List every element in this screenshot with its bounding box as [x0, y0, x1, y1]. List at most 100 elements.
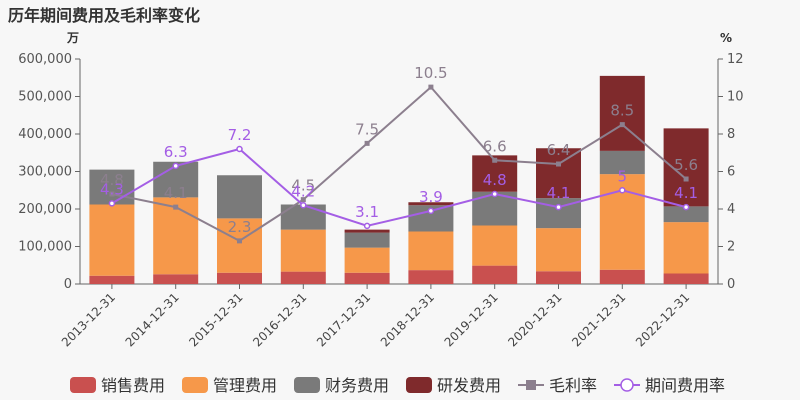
data-label: 6.4 [547, 141, 571, 159]
line-point [556, 161, 561, 167]
bar-segment [599, 269, 645, 284]
line-point [428, 84, 434, 90]
legend-label: 毛利率 [549, 376, 597, 395]
y-right-tick-label: 0 [727, 277, 735, 292]
y-right-tick-label: 4 [727, 202, 735, 217]
legend-label: 财务费用 [325, 376, 389, 395]
bar-segment [89, 169, 135, 205]
bar-segment [89, 204, 135, 276]
bar-segment [408, 231, 454, 271]
data-label: 10.5 [414, 64, 447, 82]
line-point [173, 204, 179, 210]
legend-label: 销售费用 [101, 376, 165, 395]
bar-segment [344, 247, 390, 273]
bar-segment [344, 272, 390, 284]
line-point [683, 176, 689, 182]
legend-swatch [70, 377, 96, 393]
x-tick-label: 2015-12-31 [186, 290, 245, 349]
bar-segment [217, 175, 262, 219]
line-point [619, 187, 626, 194]
bar-segment [472, 225, 518, 266]
bar-segment [153, 274, 199, 284]
x-tick-label: 2020-12-31 [505, 290, 564, 349]
legend-swatch [294, 377, 320, 393]
bar-segment [280, 271, 326, 284]
bar-segment [663, 273, 709, 284]
y-left-tick-label: 0 [64, 277, 72, 292]
data-label: 7.5 [355, 120, 379, 138]
data-label: 2.3 [228, 218, 252, 236]
bar-segment [344, 229, 390, 233]
x-tick-label: 2021-12-31 [569, 290, 628, 349]
data-label: 4.1 [547, 184, 571, 202]
y-left-tick-label: 300,000 [18, 165, 72, 180]
data-label: 4.8 [483, 171, 507, 189]
bar-segment [217, 218, 262, 273]
legend-label: 期间费用率 [645, 376, 725, 395]
line-point [555, 203, 562, 211]
series-line [111, 147, 687, 227]
data-label: 5.6 [674, 156, 698, 174]
line-point [492, 157, 498, 163]
chart-title: 历年期间费用及毛利率变化 [8, 6, 201, 25]
y-left-tick-label: 400,000 [18, 127, 72, 142]
line-point [108, 200, 116, 207]
bar-segment [217, 272, 262, 284]
line-point [237, 238, 242, 244]
line-point [363, 222, 371, 230]
bar-segment [408, 270, 454, 284]
bar-segment [153, 197, 199, 275]
legend-label: 管理费用 [213, 376, 277, 395]
x-tick-label: 2017-12-31 [314, 290, 373, 349]
legend-label: 研发费用 [437, 376, 501, 395]
line-point [427, 207, 435, 215]
data-label: 4.1 [164, 184, 188, 202]
y-right-tick-label: 2 [727, 240, 735, 255]
y-left-tick-label: 500,000 [18, 90, 72, 105]
line-point [300, 202, 307, 209]
legend-marker [620, 378, 634, 392]
x-tick-label: 2016-12-31 [250, 290, 309, 349]
data-label: 8.5 [610, 102, 634, 120]
line-point [172, 162, 179, 170]
data-label: 4.2 [291, 182, 315, 200]
bar-segment [663, 206, 709, 223]
legend-marker [526, 380, 536, 390]
y-right-unit: % [720, 31, 732, 45]
bar-segment [472, 265, 518, 284]
series-line [111, 85, 687, 243]
y-left-tick-label: 600,000 [18, 52, 72, 67]
bar-segment [536, 271, 581, 284]
line-point [619, 122, 625, 128]
data-label: 5 [618, 167, 628, 185]
x-tick-label: 2022-12-31 [633, 290, 692, 349]
data-label: 4.1 [674, 184, 698, 202]
data-label: 7.2 [228, 126, 252, 144]
y-left-unit: 万 [66, 31, 79, 45]
x-tick-label: 2019-12-31 [442, 290, 501, 349]
x-tick-label: 2014-12-31 [123, 290, 182, 349]
bar-segment [536, 228, 581, 272]
line-point [109, 191, 115, 197]
data-label: 3.1 [355, 203, 379, 221]
bar-segment [408, 202, 454, 206]
bar-segment [280, 229, 326, 272]
data-label: 4.5 [291, 177, 315, 195]
x-tick-label: 2013-12-31 [59, 290, 118, 349]
bar-segment [89, 275, 135, 284]
line-point [236, 145, 243, 153]
y-right-tick-label: 12 [727, 52, 744, 67]
bar-segment [599, 150, 645, 175]
data-label: 3.9 [419, 188, 443, 206]
data-label: 4.8 [100, 171, 124, 189]
y-left-tick-label: 200,000 [18, 202, 72, 217]
y-right-tick-label: 6 [727, 165, 735, 180]
line-point [491, 190, 498, 198]
legend-swatch [406, 377, 432, 393]
bar-segment [663, 222, 709, 274]
line-point [682, 203, 690, 211]
y-right-tick-label: 8 [727, 127, 735, 142]
bar-segment [536, 148, 581, 199]
